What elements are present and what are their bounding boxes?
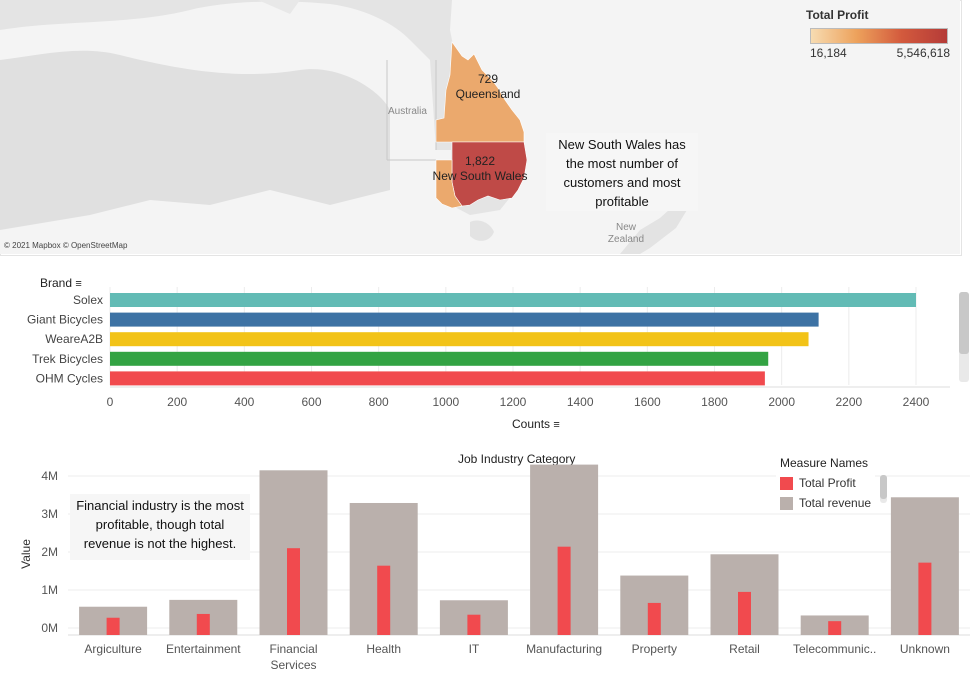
job-category-label: Argiculture bbox=[84, 642, 142, 656]
map-credit: © 2021 Mapbox © OpenStreetMap bbox=[4, 241, 128, 250]
revenue-swatch bbox=[780, 496, 793, 510]
brand-bar[interactable] bbox=[110, 371, 765, 386]
brand-x-tick: 2000 bbox=[768, 395, 795, 409]
profit-legend-gradient bbox=[810, 28, 948, 44]
brand-bar[interactable] bbox=[110, 332, 809, 347]
job-y-tick: 1M bbox=[41, 583, 58, 597]
brand-category-label: Trek Bicycles bbox=[32, 352, 103, 366]
legend-item-total-revenue[interactable]: Total revenue bbox=[780, 496, 871, 510]
measure-legend-title: Measure Names bbox=[780, 456, 869, 470]
tasmania-land bbox=[470, 220, 494, 241]
job-y-axis-title: Value bbox=[19, 539, 33, 569]
brand-x-tick: 1600 bbox=[634, 395, 661, 409]
brand-axis-header[interactable]: Brand ≡ bbox=[40, 276, 82, 290]
australia-label: Australia bbox=[388, 106, 427, 117]
brand-axis-title: Brand bbox=[40, 276, 73, 290]
brand-category-label: Giant Bicycles bbox=[27, 313, 103, 327]
brand-bar-chart: 0 200 400 600 800 1000 1200 1400 1600 1800 2000 220… bbox=[27, 287, 950, 409]
job-y-tick: 3M bbox=[41, 507, 58, 521]
brand-x-tick: 1400 bbox=[567, 395, 594, 409]
queensland-label: 729 Queensland bbox=[440, 72, 536, 102]
profit-bar[interactable] bbox=[377, 565, 391, 635]
brand-x-tick: 600 bbox=[301, 395, 321, 409]
map-callout: New South Wales has the most number of c… bbox=[546, 133, 698, 211]
job-chart-title: Job Industry Category bbox=[458, 452, 576, 466]
profit-legend-min: 16,184 bbox=[810, 46, 847, 60]
brand-x-tick: 1800 bbox=[701, 395, 728, 409]
brand-bar[interactable] bbox=[110, 293, 916, 307]
brand-x-tick: 2200 bbox=[835, 395, 862, 409]
brand-x-tick: 400 bbox=[234, 395, 254, 409]
nsw-name: New South Wales bbox=[432, 169, 528, 183]
profit-swatch bbox=[780, 476, 793, 490]
legend-scrollbar[interactable] bbox=[880, 475, 887, 503]
job-category-label: IT bbox=[469, 642, 480, 656]
profit-bar[interactable] bbox=[106, 617, 120, 635]
job-category-label: Unknown bbox=[900, 642, 950, 656]
brand-x-tick: 1200 bbox=[500, 395, 527, 409]
brand-bar[interactable] bbox=[110, 312, 819, 327]
profit-bar[interactable] bbox=[287, 548, 300, 635]
profit-bar[interactable] bbox=[918, 562, 932, 635]
brand-x-tick: 1000 bbox=[432, 395, 459, 409]
brand-x-tick: 800 bbox=[369, 395, 389, 409]
brand-scrollbar[interactable] bbox=[959, 292, 969, 382]
profit-bar[interactable] bbox=[467, 614, 481, 635]
profit-legend-title: Total Profit bbox=[806, 8, 869, 22]
job-category-label: Property bbox=[632, 642, 677, 656]
job-category-label: Telecommunic.. bbox=[793, 642, 876, 656]
queensland-name: Queensland bbox=[455, 87, 521, 101]
profit-bar[interactable] bbox=[738, 591, 751, 635]
job-category-label: Financial bbox=[269, 642, 317, 656]
brand-category-label: WeareA2B bbox=[45, 332, 103, 346]
job-category-label: Entertainment bbox=[166, 642, 241, 656]
job-category-label: Retail bbox=[729, 642, 760, 656]
brand-category-label: Solex bbox=[73, 293, 103, 307]
counts-axis-header[interactable]: Counts ≡ bbox=[512, 417, 560, 431]
nsw-count: 1,822 bbox=[464, 154, 496, 168]
profit-bar[interactable] bbox=[557, 546, 571, 635]
sort-icon[interactable]: ≡ bbox=[553, 419, 560, 431]
brand-x-tick: 0 bbox=[107, 395, 114, 409]
job-callout: Financial industry is the most profitabl… bbox=[70, 494, 250, 560]
queensland-count: 729 bbox=[477, 72, 499, 86]
sort-icon[interactable]: ≡ bbox=[75, 278, 82, 290]
brand-bar[interactable] bbox=[110, 351, 769, 366]
nz-label-line1: New bbox=[615, 222, 636, 233]
legend-scroll-thumb[interactable] bbox=[880, 475, 887, 499]
measure-legend: Measure Names Total Profit Total revenue bbox=[776, 456, 876, 510]
brand-scroll-thumb[interactable] bbox=[959, 292, 969, 354]
new-zealand-land bbox=[620, 200, 690, 254]
profit-bar[interactable] bbox=[196, 613, 210, 635]
brand-x-tick: 2400 bbox=[903, 395, 930, 409]
job-category-label: Manufacturing bbox=[526, 642, 602, 656]
nsw-label: 1,822 New South Wales bbox=[424, 154, 536, 184]
profit-legend-max: 5,546,618 bbox=[896, 46, 950, 60]
profit-bar[interactable] bbox=[828, 621, 842, 635]
brand-x-tick: 200 bbox=[167, 395, 187, 409]
brand-category-label: OHM Cycles bbox=[36, 371, 103, 385]
job-industry-chart: 0M 1M 2M 3M 4M Value Argiculture Entertainment F… bbox=[19, 464, 970, 672]
legend-item-total-profit[interactable]: Total Profit bbox=[780, 476, 871, 490]
map-panel[interactable]: Australia 729 Queensland 1,822 New South… bbox=[0, 0, 962, 256]
legend-label-total-revenue: Total revenue bbox=[799, 496, 872, 510]
job-y-tick: 2M bbox=[41, 545, 58, 559]
job-y-tick: 4M bbox=[41, 469, 58, 483]
counts-axis-title: Counts bbox=[512, 417, 551, 431]
profit-bar[interactable] bbox=[647, 602, 661, 635]
job-y-tick: 0M bbox=[41, 621, 58, 635]
job-category-label: Services bbox=[270, 658, 316, 672]
legend-label-total-profit: Total Profit bbox=[799, 476, 856, 490]
queensland-region bbox=[435, 41, 525, 143]
job-category-label: Health bbox=[366, 642, 401, 656]
new-zealand-label: New Zealand bbox=[604, 222, 648, 246]
australia-interior bbox=[0, 50, 390, 231]
map-canvas[interactable] bbox=[0, 0, 960, 254]
nz-label-line2: Zealand bbox=[607, 234, 645, 245]
